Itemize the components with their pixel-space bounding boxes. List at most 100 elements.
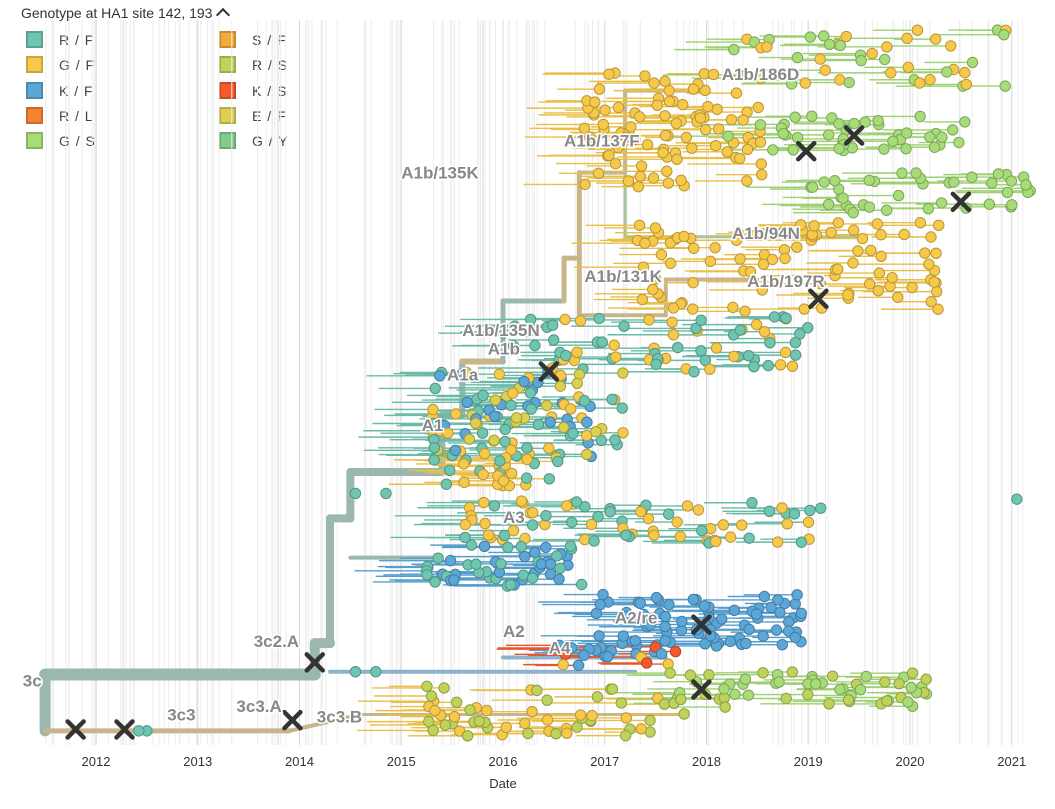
tree-tip	[554, 380, 567, 392]
tree-tip	[866, 47, 878, 60]
tree-tip	[655, 248, 668, 261]
tree-tip	[737, 114, 749, 126]
tree-tip	[578, 395, 591, 407]
tree-tip	[872, 114, 884, 127]
tree-tip	[739, 305, 751, 317]
tree-tip	[832, 263, 844, 275]
tree-tip	[686, 142, 698, 154]
tree-tip	[421, 680, 433, 693]
tree-tip	[941, 66, 953, 78]
tree-tip	[499, 423, 511, 436]
tree-tip	[752, 101, 764, 114]
tree-tip	[662, 508, 675, 520]
tree-tip	[670, 117, 683, 130]
mutation-x-icon	[950, 191, 972, 213]
tree-tip	[589, 96, 601, 108]
tree-tip	[776, 502, 788, 514]
tree-tip	[541, 714, 554, 726]
tree-tip	[814, 53, 826, 65]
tree-tip	[710, 342, 723, 354]
tree-tip	[586, 709, 598, 722]
tree-tip	[493, 368, 506, 380]
tree-tip	[650, 358, 662, 371]
tree-tip	[510, 412, 523, 424]
tree-tip	[822, 198, 835, 211]
tree-tip	[765, 601, 777, 614]
tree-tip	[488, 500, 501, 512]
tree-tip	[574, 315, 587, 327]
tree-tip	[509, 320, 521, 332]
clade-label: A2/re	[615, 609, 658, 628]
tree-tip	[463, 433, 476, 445]
tree-tip	[625, 121, 637, 133]
tree-tip	[722, 130, 734, 142]
tree-tip	[597, 588, 609, 601]
tree-tip	[505, 399, 517, 412]
tree-tip	[579, 178, 591, 191]
tree-tip	[928, 276, 940, 288]
x-tick-label: 2019	[794, 754, 823, 769]
tree-tip	[911, 24, 924, 36]
tree-tip	[459, 531, 471, 544]
tree-tip	[581, 448, 593, 461]
tree-tip	[802, 322, 814, 334]
tree-tip	[495, 558, 507, 570]
tree-tip	[675, 174, 687, 187]
tree-tip	[740, 637, 752, 650]
tree-tip	[584, 131, 596, 143]
mutation-x-icon	[114, 719, 135, 740]
tree-tip	[572, 659, 585, 672]
tree-tip	[551, 550, 563, 562]
tree-tip	[349, 487, 362, 500]
tree-tip	[834, 74, 846, 86]
tree-tip	[449, 444, 462, 457]
tree-tip	[663, 84, 675, 97]
tree-tip	[678, 708, 690, 720]
tree-tip	[473, 715, 485, 728]
tree-tip	[799, 77, 812, 89]
tree-tip	[953, 136, 965, 149]
tree-tip	[546, 319, 559, 331]
tree-tip	[504, 579, 517, 591]
tree-tip	[933, 219, 945, 232]
tree-tip	[754, 136, 767, 148]
tree-tip	[902, 61, 915, 74]
tree-tip	[557, 658, 569, 671]
tree-tip	[521, 453, 533, 466]
tree-tip	[686, 303, 699, 315]
tree-tip	[767, 144, 779, 156]
tree-tip	[863, 278, 876, 290]
tree-tip	[524, 387, 537, 399]
clade-label: 3c3	[167, 705, 195, 724]
tree-tip	[878, 143, 890, 155]
tree-tip	[833, 118, 845, 130]
x-tick-label: 2012	[82, 754, 111, 769]
tree-tip	[649, 222, 662, 234]
tree-tip	[634, 597, 646, 610]
tree-tip	[659, 620, 671, 633]
grid	[45, 20, 1024, 745]
tree-tip	[617, 367, 629, 379]
tree-tip	[833, 142, 845, 155]
tree-tip	[704, 255, 717, 267]
tree-tip	[768, 276, 781, 288]
tree-tip	[774, 606, 786, 619]
tree-tip	[647, 172, 660, 184]
x-tick-label: 2018	[692, 754, 721, 769]
tree-tip	[925, 296, 937, 308]
tree-tip	[777, 226, 789, 238]
tree-tip	[695, 345, 707, 357]
tree-tip	[425, 690, 438, 702]
tree-tip	[966, 56, 979, 69]
tree-tip	[763, 505, 776, 518]
tree-tip	[885, 67, 897, 79]
tree-tip	[698, 600, 711, 612]
tree-tip	[548, 334, 560, 346]
tree-tip	[639, 237, 651, 249]
tree-tip	[774, 359, 787, 371]
x-axis: Date 2012 2013 2014 2015 2016 2017 2018 2019 202…	[82, 754, 1027, 791]
tree-tip	[832, 217, 845, 229]
legend-title[interactable]: Genotype at HA1 site 142, 193	[21, 5, 231, 23]
tree-tip	[588, 535, 600, 547]
tree-tip	[659, 110, 671, 122]
